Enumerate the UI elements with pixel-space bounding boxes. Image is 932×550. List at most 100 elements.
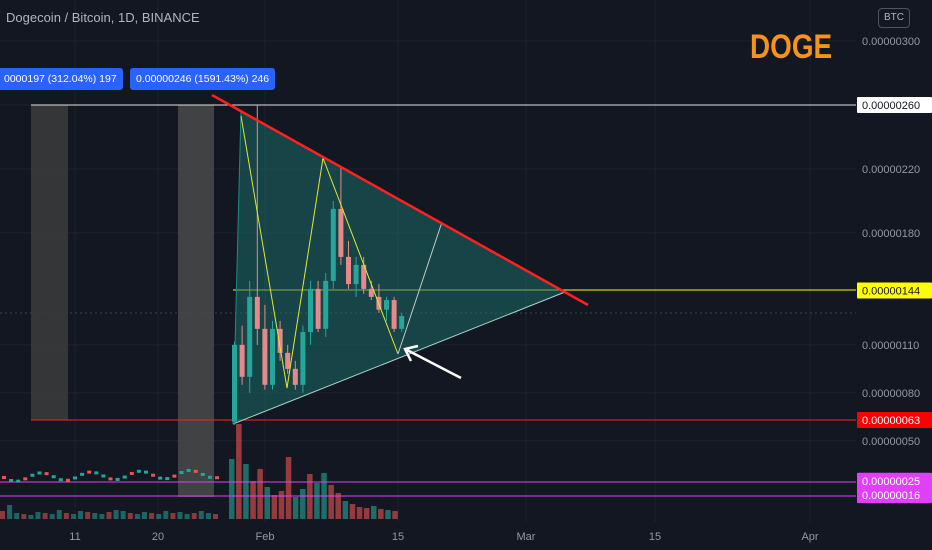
arrow-head <box>403 344 419 362</box>
volume-bar <box>42 513 48 519</box>
volume-bar <box>278 491 285 519</box>
arrow-shaft <box>406 348 462 380</box>
candle-body-small <box>23 477 28 481</box>
price-badge-label: 0.00000016 <box>862 490 920 502</box>
volume-bar <box>134 514 140 519</box>
doge-watermark: DOGE <box>750 28 833 66</box>
volume-bar <box>21 514 27 519</box>
candle-body-small <box>58 478 63 482</box>
volume-bar <box>349 504 356 519</box>
candle-body-small <box>51 475 56 479</box>
volume-bar <box>236 424 242 519</box>
candle-body <box>300 332 306 385</box>
candle-body <box>292 368 298 385</box>
volume-bar <box>229 459 235 519</box>
volume-bar <box>378 509 384 519</box>
volume-bar <box>35 512 41 519</box>
candle-body-small <box>136 469 141 473</box>
candle-body <box>368 288 374 297</box>
candle-body <box>285 352 291 369</box>
volume-bar <box>149 513 155 519</box>
volume-bar <box>335 493 341 519</box>
volume-bar <box>205 513 211 519</box>
drawing-overlay <box>211 93 589 389</box>
candle-body <box>277 328 283 353</box>
candle-body-small <box>179 471 184 475</box>
price-badge-label: 0.00000063 <box>862 415 920 427</box>
candle-body-small <box>108 477 113 481</box>
candle-body-small <box>80 472 85 476</box>
volume-bar <box>49 514 55 519</box>
price-axis-bg <box>856 0 932 550</box>
volume-bar <box>356 507 363 519</box>
candle-body <box>254 296 260 329</box>
volume-bar <box>7 505 13 519</box>
candle-body <box>384 300 389 310</box>
price-tick-label: 0.00000180 <box>862 228 920 240</box>
candle-body-small <box>144 470 148 474</box>
volume-bar <box>106 512 112 519</box>
price-tick-label: 0.00000110 <box>862 340 919 352</box>
time-axis[interactable]: 11 20 Feb 15 Mar 15 Apr <box>0 522 932 550</box>
volume-bar <box>63 513 69 519</box>
volume-bar <box>243 464 249 519</box>
volume-bar <box>191 513 197 519</box>
price-tick-label: 0.00000050 <box>862 436 920 448</box>
volume-bar <box>85 512 91 519</box>
candle-body <box>315 288 321 329</box>
candle-body-small <box>65 478 70 482</box>
volume-bar <box>250 481 256 519</box>
price-badge-label: 0.00000025 <box>862 476 920 488</box>
price-badge <box>857 282 932 299</box>
time-tick-label: Mar <box>517 531 536 543</box>
volume-bar <box>184 514 190 519</box>
measure-label-1[interactable]: 0000197 (312.04%) 197 <box>0 68 123 90</box>
volume-bar <box>78 511 84 519</box>
time-tick-label: 15 <box>649 531 661 543</box>
candle-body <box>361 264 367 289</box>
candle-body <box>353 264 359 285</box>
price-tick-label: 0.00000300 <box>862 36 920 48</box>
candle-body-small <box>207 475 212 479</box>
candle-body-small <box>193 469 198 473</box>
volume-bar <box>342 501 349 519</box>
candle-body <box>232 344 237 422</box>
range-boxes <box>31 105 214 497</box>
volume-bar <box>257 469 263 519</box>
price-badge <box>857 472 932 489</box>
candle-body <box>308 288 313 333</box>
candle-body-small <box>151 473 156 477</box>
candle-body <box>330 208 336 281</box>
candle-body-small <box>165 477 170 481</box>
volume-bar <box>363 508 370 519</box>
price-badge-label: 0.00000260 <box>862 100 920 112</box>
candle-body <box>247 296 253 377</box>
volume-bar <box>156 514 162 519</box>
price-axis[interactable]: 0.00000300 0.00000260 0.00000220 0.00000180… <box>856 0 932 550</box>
volume-bar <box>170 513 176 519</box>
volume-bar <box>300 489 306 519</box>
volume-bar <box>127 513 133 519</box>
price-tick-label: 0.00000220 <box>862 164 920 176</box>
candle-body-small <box>101 474 106 478</box>
volume-bar <box>285 457 292 519</box>
candle-body <box>346 256 351 285</box>
price-tick-label: 0.00000080 <box>862 388 920 400</box>
candle-body-small <box>44 472 49 476</box>
measure-label-2[interactable]: 0.00000246 (1591.43%) 246 <box>130 68 276 90</box>
time-tick-label: Feb <box>256 531 275 543</box>
candle-body-small <box>37 471 42 475</box>
volume-bar <box>113 510 119 519</box>
candle-body-small <box>87 470 92 474</box>
volume-bar <box>371 506 377 519</box>
candle-body-small <box>129 471 134 475</box>
price-badge-label: 0.00000144 <box>862 285 920 297</box>
time-tick-label: Apr <box>801 531 818 543</box>
candles <box>2 105 405 483</box>
currency-badge[interactable]: BTC <box>878 8 910 28</box>
volume-bar <box>314 483 320 519</box>
candle-body-small <box>158 476 163 480</box>
volume-bar <box>56 510 62 519</box>
range-box-2 <box>178 105 214 497</box>
